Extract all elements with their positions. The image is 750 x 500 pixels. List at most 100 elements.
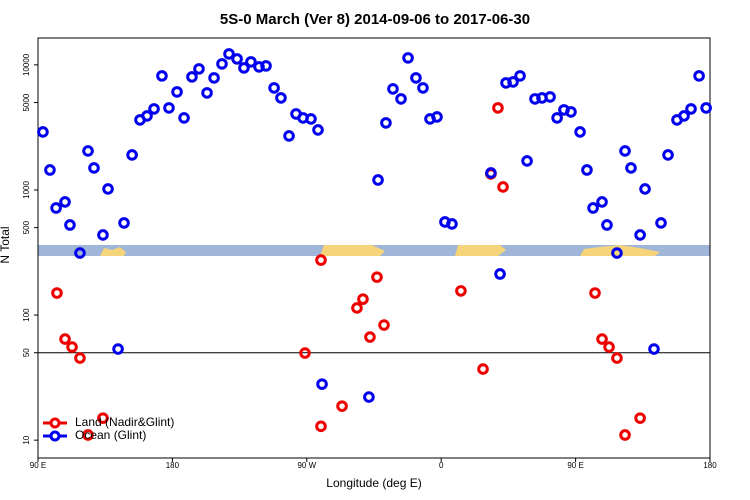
data-point <box>364 331 376 343</box>
data-point <box>74 352 86 364</box>
x-tick-label: 90 E <box>567 461 583 470</box>
data-point <box>431 111 443 123</box>
data-point <box>619 429 631 441</box>
data-point <box>336 400 348 412</box>
data-point <box>662 149 674 161</box>
data-point <box>50 202 62 214</box>
data-point <box>611 247 623 259</box>
legend-label: Land (Nadir&Glint) <box>75 415 174 429</box>
data-point <box>410 72 422 84</box>
data-point <box>44 164 56 176</box>
legend-label: Ocean (Glint) <box>75 428 146 442</box>
data-point <box>59 196 71 208</box>
data-point <box>193 63 205 75</box>
data-point <box>619 145 631 157</box>
data-point <box>494 268 506 280</box>
data-point <box>82 429 94 441</box>
data-point <box>51 287 63 299</box>
x-tick-label: 90 E <box>30 461 46 470</box>
data-point <box>521 155 533 167</box>
data-point <box>700 102 712 114</box>
data-point <box>492 102 504 114</box>
data-point <box>648 343 660 355</box>
data-point <box>378 319 390 331</box>
data-point <box>126 149 138 161</box>
data-point <box>208 72 220 84</box>
data-point <box>102 183 114 195</box>
data-point <box>245 56 257 68</box>
data-point <box>74 247 86 259</box>
data-point <box>417 82 429 94</box>
data-point <box>275 92 287 104</box>
data-point <box>611 352 623 364</box>
data-point <box>634 229 646 241</box>
x-tick-label: 90 W <box>297 461 316 470</box>
data-point <box>88 162 100 174</box>
data-point <box>260 60 272 72</box>
data-point <box>299 347 311 359</box>
data-point <box>223 48 235 60</box>
data-point <box>315 254 327 266</box>
data-point <box>178 112 190 124</box>
data-point <box>112 343 124 355</box>
data-point <box>601 219 613 231</box>
x-tick-label: 180 <box>703 461 717 470</box>
data-point <box>351 302 363 314</box>
data-point <box>372 174 384 186</box>
data-point <box>186 71 198 83</box>
data-point <box>238 62 250 74</box>
data-point <box>315 420 327 433</box>
y-tick-label: 10 <box>22 435 31 444</box>
data-point <box>141 110 153 122</box>
data-point <box>544 91 556 103</box>
data-point <box>477 363 489 375</box>
data-point <box>268 82 280 94</box>
data-point <box>565 106 577 118</box>
x-axis-label: Longitude (deg E) <box>326 476 421 490</box>
data-point <box>581 164 593 176</box>
y-tick-label: 500 <box>22 220 31 234</box>
data-point <box>551 112 563 124</box>
legend-marker <box>49 430 61 442</box>
data-point <box>380 117 392 129</box>
data-point <box>596 196 608 208</box>
y-tick-label: 50 <box>22 348 31 357</box>
map-strip <box>38 245 710 256</box>
y-tick-label: 10000 <box>22 53 31 76</box>
data-point <box>455 285 467 297</box>
data-point <box>485 167 497 179</box>
data-point <box>371 271 383 283</box>
chart-title: 5S-0 March (Ver 8) 2014-09-06 to 2017-06… <box>220 11 530 28</box>
data-point <box>163 102 175 114</box>
data-point <box>118 217 130 229</box>
data-point <box>156 70 168 82</box>
data-point <box>685 103 697 115</box>
data-point <box>59 333 71 345</box>
data-point <box>678 110 690 122</box>
data-point <box>655 217 667 229</box>
data-point <box>514 70 526 82</box>
data-point <box>507 76 519 88</box>
data-point <box>497 181 509 193</box>
x-tick-label: 180 <box>166 461 180 470</box>
data-point <box>634 412 646 424</box>
y-tick-label: 100 <box>22 308 31 322</box>
data-point <box>357 293 369 305</box>
data-point <box>363 391 375 403</box>
data-point <box>574 126 586 138</box>
data-point <box>37 126 49 138</box>
data-point <box>82 145 94 157</box>
data-point <box>395 93 407 105</box>
data-point <box>216 58 228 70</box>
data-point <box>316 378 328 390</box>
data-point <box>625 162 637 174</box>
data-point <box>312 124 324 136</box>
data-point <box>587 202 599 214</box>
data-point <box>639 183 651 195</box>
data-point <box>66 341 78 353</box>
data-point <box>64 219 76 231</box>
y-tick-label: 1000 <box>22 181 31 199</box>
data-point <box>387 83 399 95</box>
legend-marker <box>49 417 61 429</box>
plot-frame <box>37 37 711 459</box>
